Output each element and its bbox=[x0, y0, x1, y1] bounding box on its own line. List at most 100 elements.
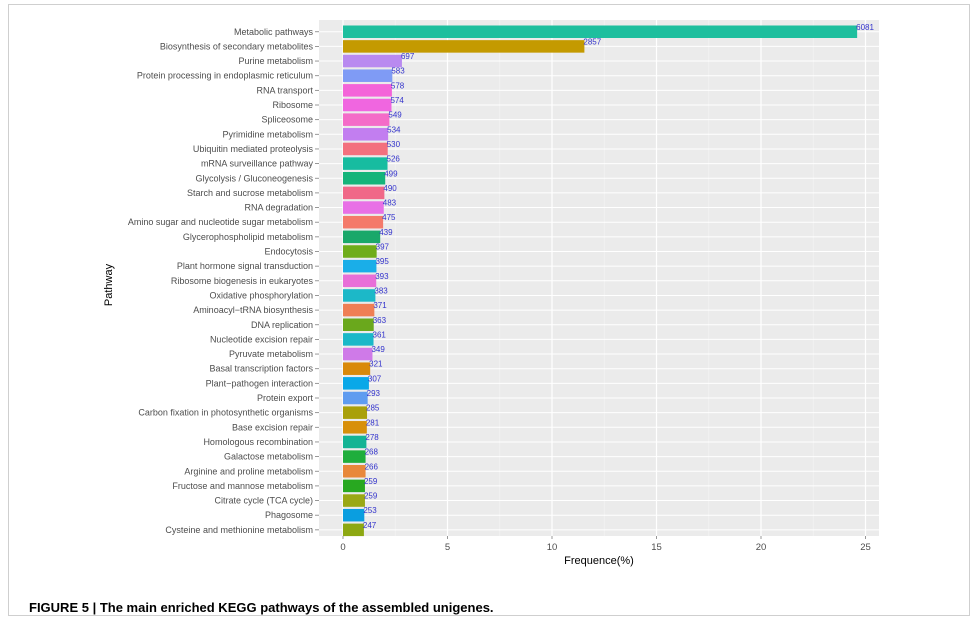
value-label: 268 bbox=[365, 448, 379, 457]
plot-panel bbox=[319, 20, 879, 536]
category-label: Cysteine and methionine metabolism bbox=[165, 525, 313, 535]
category-label: Metabolic pathways bbox=[234, 27, 314, 37]
bar bbox=[343, 245, 377, 258]
bar bbox=[343, 215, 384, 229]
category-label: Plant hormone signal transduction bbox=[177, 261, 313, 271]
category-label: Endocytosis bbox=[264, 247, 313, 257]
bar bbox=[343, 494, 365, 507]
bar bbox=[343, 391, 368, 405]
category-label: Glycolysis / Gluconeogenesis bbox=[195, 173, 313, 183]
bar bbox=[343, 377, 369, 390]
value-label: 534 bbox=[387, 125, 401, 134]
category-label: Phagosome bbox=[265, 510, 313, 520]
x-tick-label: 20 bbox=[756, 542, 767, 553]
category-label: Nucleotide excision repair bbox=[210, 334, 313, 344]
value-label: 697 bbox=[401, 52, 415, 61]
value-label: 578 bbox=[391, 81, 405, 90]
value-label: 574 bbox=[390, 96, 404, 105]
value-label: 383 bbox=[374, 286, 388, 295]
value-label: 266 bbox=[365, 462, 379, 471]
value-label: 397 bbox=[376, 243, 390, 252]
category-label: Purine metabolism bbox=[238, 56, 313, 66]
bar bbox=[343, 25, 858, 38]
category-label: Basal transcription factors bbox=[209, 364, 313, 374]
category-label: Oxidative phosphorylation bbox=[209, 290, 313, 300]
bar bbox=[343, 69, 393, 82]
value-label: 395 bbox=[375, 257, 389, 266]
x-tick-label: 10 bbox=[547, 542, 558, 553]
value-label: 349 bbox=[371, 345, 385, 354]
value-label: 259 bbox=[364, 477, 378, 486]
bar bbox=[343, 289, 376, 302]
bar bbox=[343, 465, 366, 478]
bar bbox=[343, 303, 375, 317]
value-label: 2857 bbox=[583, 37, 601, 46]
bars bbox=[343, 25, 858, 537]
x-tick-label: 5 bbox=[445, 542, 450, 553]
category-label: Ribosome biogenesis in eukaryotes bbox=[171, 276, 314, 286]
bar bbox=[343, 435, 367, 449]
x-axis-title: Frequence(%) bbox=[564, 555, 634, 567]
value-label: 363 bbox=[373, 316, 387, 325]
bar bbox=[343, 259, 377, 273]
bar bbox=[343, 128, 389, 141]
category-label: Ribosome bbox=[272, 100, 313, 110]
value-label: 278 bbox=[365, 433, 379, 442]
value-label: 475 bbox=[382, 213, 396, 222]
x-ticks: 0 5 10 15 20 25 bbox=[315, 31, 871, 553]
y-axis-title: Pathway bbox=[103, 263, 115, 306]
value-label: 583 bbox=[391, 67, 405, 76]
category-label: Starch and sucrose metabolism bbox=[187, 188, 313, 198]
category-labels: Metabolic pathways Biosynthesis of second… bbox=[128, 27, 314, 535]
category-label: Protein processing in endoplasmic reticu… bbox=[137, 71, 313, 81]
value-label: 259 bbox=[364, 492, 378, 501]
category-label: Pyruvate metabolism bbox=[229, 349, 313, 359]
grid-lines bbox=[319, 20, 879, 536]
value-label: 530 bbox=[387, 140, 401, 149]
bar bbox=[343, 172, 386, 185]
bar bbox=[343, 450, 366, 463]
category-label: Spliceosome bbox=[261, 115, 313, 125]
category-label: Pyrimidine metabolism bbox=[222, 129, 313, 139]
value-label: 253 bbox=[363, 506, 377, 515]
category-label: RNA degradation bbox=[244, 203, 313, 213]
bar bbox=[343, 84, 392, 97]
category-label: Homologous recombination bbox=[203, 437, 313, 447]
figure-caption: FIGURE 5 | The main enriched KEGG pathwa… bbox=[29, 600, 494, 615]
value-label: 371 bbox=[373, 301, 387, 310]
bar bbox=[343, 230, 381, 244]
bar bbox=[343, 54, 402, 68]
category-label: DNA replication bbox=[251, 320, 313, 330]
bar bbox=[343, 113, 390, 126]
bar bbox=[343, 318, 374, 331]
bar bbox=[343, 508, 365, 522]
value-label: 393 bbox=[375, 272, 389, 281]
category-label: Carbon fixation in photosynthetic organi… bbox=[138, 408, 313, 418]
bar bbox=[343, 421, 367, 434]
x-tick-label: 15 bbox=[651, 542, 662, 553]
value-label: 6081 bbox=[856, 23, 874, 32]
bar bbox=[343, 523, 364, 537]
category-label: Protein export bbox=[257, 393, 314, 403]
value-label: 281 bbox=[366, 418, 380, 427]
category-label: Ubiquitin mediated proteolysis bbox=[193, 144, 314, 154]
bar bbox=[343, 98, 392, 112]
category-label: RNA transport bbox=[256, 85, 313, 95]
bar bbox=[343, 274, 377, 288]
bar bbox=[343, 333, 374, 346]
value-label: 307 bbox=[368, 374, 382, 383]
bar bbox=[343, 201, 384, 214]
bar bbox=[343, 347, 373, 361]
category-label: Amino sugar and nucleotide sugar metabol… bbox=[128, 217, 313, 227]
caption-text: The main enriched KEGG pathways of the a… bbox=[99, 600, 494, 615]
bar-chart: Metabolic pathways Biosynthesis of second… bbox=[103, 20, 879, 567]
value-label: 361 bbox=[373, 330, 387, 339]
bar bbox=[343, 186, 385, 200]
value-label: 549 bbox=[388, 111, 402, 120]
category-label: Fructose and mannose metabolism bbox=[172, 481, 313, 491]
category-label: Biosynthesis of secondary metabolites bbox=[160, 41, 314, 51]
value-labels: 6081 2857 697 583 578 574 549 534 530 526 499 490 48… bbox=[363, 23, 875, 530]
value-label: 247 bbox=[363, 521, 377, 530]
category-label: Glycerophospholipid metabolism bbox=[183, 232, 313, 242]
bar bbox=[343, 157, 388, 170]
